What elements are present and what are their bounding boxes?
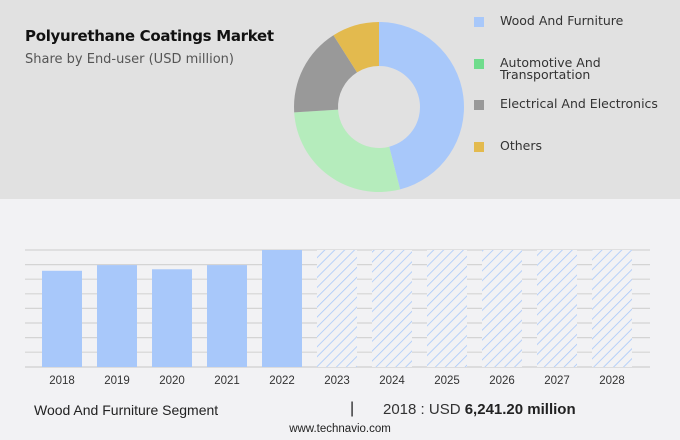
legend-swatch-icon: [474, 17, 484, 27]
x-axis-label: 2027: [544, 375, 570, 387]
x-axis-label: 2025: [434, 375, 460, 387]
bar-2018[interactable]: [42, 270, 82, 367]
legend-swatch-icon: [474, 100, 484, 110]
bar-2019[interactable]: [97, 265, 137, 367]
legend-label: Others: [500, 138, 543, 153]
bar-2021[interactable]: [207, 265, 247, 367]
x-axis-label: 2021: [214, 375, 240, 387]
segment-amount: 6,241.20 million: [464, 401, 576, 418]
source-link[interactable]: www.technavio.com: [289, 423, 391, 435]
legend-label: Wood And Furniture: [500, 13, 624, 28]
segment-year: 2018 : USD: [383, 401, 465, 418]
donut-slice-others[interactable]: [333, 22, 379, 73]
bar-2025[interactable]: [427, 250, 467, 367]
x-axis-label: 2023: [324, 375, 350, 387]
donut-slice-electrical-and-electronics[interactable]: [294, 35, 358, 113]
bar-2026[interactable]: [482, 250, 522, 367]
x-axis-label: 2026: [489, 375, 515, 387]
bar-2023[interactable]: [317, 250, 357, 367]
donut-slice-wood-and-furniture[interactable]: [379, 22, 464, 190]
bar-chart: 2018 2019 2020 2021 2022 2023 2024 2025 2026 2027…: [25, 249, 650, 387]
segment-label: Wood And Furniture Segment: [34, 402, 219, 418]
bar-2028[interactable]: [592, 250, 632, 367]
bar-2022[interactable]: [262, 250, 302, 367]
footer-separator: |: [350, 400, 355, 417]
x-axis-label: 2024: [379, 375, 405, 387]
donut-slice-automotive-and-transportation[interactable]: [294, 109, 401, 192]
legend-swatch-icon: [474, 142, 484, 152]
legend-label: Transportation: [500, 67, 591, 82]
chart-title: Polyurethane Coatings Market: [25, 27, 274, 45]
donut-chart-panel: Polyurethane Coatings Market Share by En…: [0, 0, 680, 199]
x-axis-label: 2019: [104, 375, 130, 387]
x-axis-label: 2018: [49, 375, 75, 387]
chart-subtitle: Share by End-user (USD million): [25, 52, 234, 67]
x-axis-label: 2028: [599, 375, 625, 387]
bar-2024[interactable]: [372, 250, 412, 367]
bar-2027[interactable]: [537, 250, 577, 367]
segment-value: 2018 : USD 6,241.20 million: [383, 401, 576, 418]
x-axis-label: 2022: [269, 375, 295, 387]
legend-swatch-icon: [474, 59, 484, 69]
donut-chart: [294, 22, 464, 192]
legend-label: Automotive And: [500, 55, 601, 70]
x-axis-label: 2020: [159, 375, 185, 387]
legend-label: Electrical And Electronics: [500, 96, 658, 111]
bar-2020[interactable]: [152, 269, 192, 367]
